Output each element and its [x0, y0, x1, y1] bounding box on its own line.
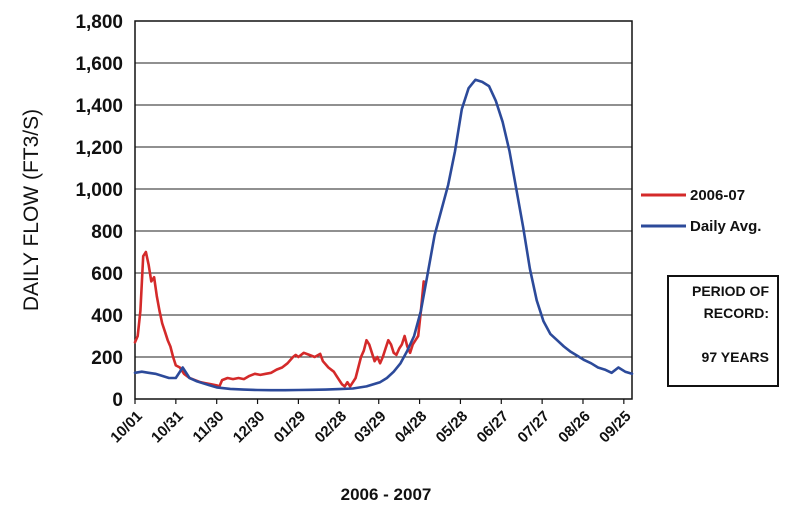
y-tick-label: 1,200 — [75, 138, 123, 159]
y-tick-label: 600 — [91, 264, 123, 285]
annotation-line-3: 97 YEARS — [702, 349, 769, 365]
y-tick-label: 800 — [91, 222, 123, 243]
y-tick-label: 200 — [91, 348, 123, 369]
y-tick-label: 0 — [112, 390, 123, 411]
y-tick-label: 1,800 — [75, 12, 123, 33]
y-tick-label: 1,400 — [75, 96, 123, 117]
series-line-0 — [133, 250, 426, 388]
series-line-1 — [133, 78, 634, 392]
period-of-record-box: PERIOD OF RECORD: 97 YEARS — [667, 275, 779, 387]
annotation-line-2: RECORD: — [704, 305, 769, 321]
annotation-line-1: PERIOD OF — [692, 283, 769, 299]
y-tick-label: 1,000 — [75, 180, 123, 201]
annotation-frame — [667, 275, 779, 387]
y-tick-label: 400 — [91, 306, 123, 327]
y-tick-label: 1,600 — [75, 54, 123, 75]
plot-area — [134, 20, 633, 400]
x-axis-label: 2006 - 2007 — [341, 485, 432, 504]
y-axis-ticks: 0 200 400 600 800 1,000 1,200 1,400 1,600 1,800 — [75, 12, 123, 411]
legend-label-0: 2006-07 — [690, 187, 745, 204]
legend-label-1: Daily Avg. — [690, 218, 761, 235]
series-lines — [133, 78, 634, 392]
y-axis-label: DAILY FLOW (FT3/S) — [20, 109, 43, 311]
legend: 2006-07 Daily Avg. — [641, 187, 761, 235]
